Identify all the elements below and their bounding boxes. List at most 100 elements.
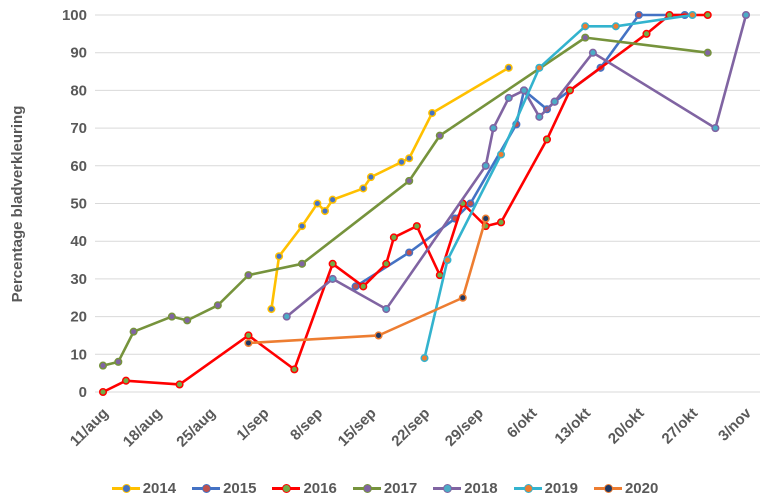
x-tick-label: 27/okt	[659, 405, 702, 448]
data-point-2018	[481, 161, 490, 170]
legend-dot	[202, 484, 212, 493]
data-point-2014	[320, 206, 330, 216]
data-point-2018	[535, 112, 544, 121]
data-point-2017	[129, 327, 138, 336]
data-point-2020	[481, 214, 490, 223]
data-point-2017	[435, 131, 444, 140]
data-point-2019	[496, 150, 506, 159]
data-point-2014	[504, 63, 513, 72]
data-point-2018	[519, 86, 529, 95]
data-point-2016	[175, 380, 184, 389]
data-point-2014	[328, 195, 337, 204]
legend-marker-icon	[593, 484, 622, 493]
data-point-2020	[374, 331, 383, 340]
legend-dot	[523, 484, 533, 493]
data-point-2018	[588, 48, 597, 57]
y-tick-label: 80	[70, 82, 87, 99]
x-tick-label: 15/sep	[335, 405, 380, 450]
y-tick-label: 50	[70, 196, 87, 213]
data-point-2018	[550, 97, 559, 106]
data-point-2014	[297, 222, 307, 231]
data-point-2014	[267, 305, 276, 314]
data-point-2017	[703, 48, 712, 57]
legend-marker-icon	[433, 484, 462, 493]
x-tick-label: 18/aug	[120, 405, 166, 451]
data-point-2016	[290, 365, 299, 374]
series-line-2020	[247, 217, 488, 345]
data-point-2019	[420, 354, 429, 363]
legend-label: 2018	[464, 480, 498, 497]
legend-dot	[362, 484, 372, 493]
data-point-2018	[504, 93, 513, 102]
x-tick-label: 3/nov	[715, 404, 755, 444]
data-point-2015	[466, 199, 475, 208]
data-point-2017	[405, 176, 414, 185]
data-point-2019	[535, 63, 544, 72]
x-tick-label: 6/okt	[504, 405, 541, 442]
legend-item-2019: 2019	[513, 480, 578, 497]
y-tick-label: 100	[62, 7, 87, 24]
data-point-2014	[313, 199, 322, 208]
chart-legend: 2014 2015 2016 2017 2018 2019 2020	[0, 480, 770, 497]
legend-item-2017: 2017	[352, 480, 417, 497]
x-tick-label: 22/sep	[388, 405, 433, 450]
data-point-2018	[711, 124, 720, 133]
legend-marker-icon	[272, 484, 301, 493]
data-point-2016	[359, 282, 368, 291]
data-point-2014	[428, 108, 437, 118]
data-point-2017	[581, 33, 590, 42]
series-line-2014	[270, 66, 511, 311]
data-point-2017	[167, 312, 176, 321]
legend-marker-icon	[192, 484, 221, 493]
data-point-2016	[244, 331, 253, 340]
data-point-2019	[581, 22, 590, 31]
data-point-2015	[351, 282, 360, 291]
data-point-2017	[244, 271, 253, 280]
data-point-2018	[282, 312, 291, 321]
data-point-2014	[405, 154, 414, 163]
data-point-2020	[244, 338, 253, 348]
legend-item-2016: 2016	[272, 480, 337, 497]
y-tick-label: 20	[70, 309, 87, 326]
data-point-2014	[397, 157, 406, 167]
data-point-2016	[328, 259, 337, 268]
legend-dot	[282, 484, 292, 493]
data-point-2016	[382, 259, 391, 268]
legend-item-2014: 2014	[111, 480, 177, 497]
series-lines	[98, 10, 751, 397]
x-tick-label: 25/aug	[173, 405, 219, 451]
legend-label: 2016	[303, 480, 337, 497]
series-line-2019	[423, 13, 694, 360]
legend-label: 2020	[624, 480, 659, 497]
data-point-2016	[496, 218, 506, 227]
y-tick-label: 40	[70, 233, 87, 250]
data-point-2016	[412, 222, 421, 231]
data-point-2018	[328, 274, 337, 283]
data-point-2016	[542, 135, 552, 144]
data-point-2016	[121, 376, 131, 385]
data-point-2017	[98, 361, 108, 370]
data-point-2016	[389, 233, 398, 242]
y-tick-label: 10	[70, 346, 87, 363]
data-point-2018	[489, 124, 498, 133]
data-point-2019	[443, 256, 452, 265]
data-point-2018	[741, 10, 751, 20]
y-tick-label: 90	[70, 45, 87, 62]
x-tick-label: 29/sep	[442, 405, 487, 450]
x-tick-label: 13/okt	[551, 405, 594, 448]
legend-marker-icon	[513, 484, 542, 493]
data-point-2014	[366, 173, 375, 182]
data-point-2017	[183, 316, 192, 325]
legend-label: 2014	[142, 480, 177, 497]
x-tick-label: 11/aug	[67, 405, 112, 450]
data-point-2019	[611, 22, 620, 31]
data-point-2017	[114, 357, 123, 366]
data-point-2014	[359, 184, 368, 193]
legend-marker-icon	[111, 484, 140, 493]
data-point-2017	[297, 259, 307, 268]
legend-item-2018: 2018	[433, 480, 498, 497]
data-point-2020	[458, 293, 467, 302]
y-tick-label: 60	[70, 158, 87, 175]
legend-dot	[603, 484, 613, 493]
